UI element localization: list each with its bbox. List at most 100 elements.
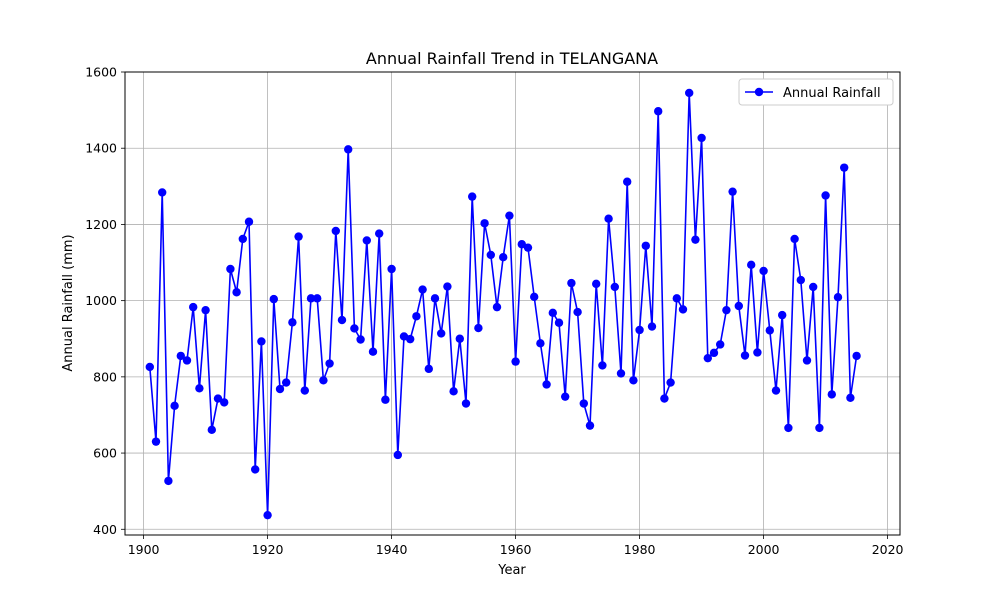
- data-point: [554, 318, 564, 327]
- data-point: [368, 347, 378, 356]
- data-point: [647, 322, 657, 331]
- data-point: [195, 384, 204, 393]
- series-line: [149, 92, 858, 516]
- data-point: [145, 362, 154, 372]
- data-point: [337, 315, 347, 325]
- y-tick-label: 1200: [85, 217, 117, 232]
- data-point: [207, 425, 216, 435]
- data-point: [660, 394, 669, 403]
- data-point: [269, 294, 278, 304]
- data-point: [691, 235, 700, 244]
- data-point: [294, 232, 303, 241]
- y-tick-label: 1600: [85, 65, 117, 80]
- data-point: [790, 234, 799, 244]
- legend: Annual Rainfall: [738, 78, 894, 106]
- data-point: [672, 294, 681, 303]
- data-point: [356, 335, 365, 344]
- data-point: [771, 386, 781, 395]
- data-point: [722, 305, 731, 315]
- data-point: [765, 326, 774, 335]
- x-tick-label: 2020: [872, 542, 904, 557]
- y-tick-label: 1400: [85, 141, 117, 156]
- data-point: [523, 243, 533, 252]
- data-point: [300, 386, 309, 395]
- data-point: [530, 292, 539, 302]
- legend-label: Annual Rainfall: [783, 86, 881, 101]
- data-point: [213, 394, 223, 403]
- data-point: [840, 163, 849, 172]
- data-point: [158, 188, 167, 197]
- legend-box: [738, 78, 894, 106]
- y-axis-label: Annual Rainfall (mm): [61, 234, 76, 371]
- data-point: [151, 437, 161, 446]
- data-point: [387, 264, 396, 274]
- x-tick-label: 1980: [624, 542, 656, 557]
- data-point: [430, 294, 440, 303]
- x-tick-label: 1960: [500, 542, 532, 557]
- data-point: [815, 423, 824, 433]
- plot-frame: [124, 71, 901, 536]
- data-point: [802, 356, 812, 365]
- data-point: [833, 293, 843, 302]
- data-point: [685, 88, 694, 98]
- data-point: [375, 229, 384, 238]
- data-point: [778, 310, 787, 320]
- legend-marker: [754, 87, 764, 97]
- data-point: [716, 340, 725, 349]
- data-point: [461, 399, 471, 408]
- data-point: [623, 177, 632, 186]
- data-point: [635, 325, 644, 335]
- data-point: [282, 378, 291, 387]
- data-point: [740, 351, 750, 360]
- data-point: [641, 241, 650, 250]
- series-annual-rainfall: [145, 88, 861, 520]
- data-point: [747, 260, 756, 270]
- data-point: [263, 510, 272, 520]
- data-point: [319, 376, 328, 385]
- y-tick-label: 1000: [85, 293, 117, 308]
- data-point: [164, 476, 173, 486]
- data-point: [455, 334, 464, 343]
- data-point: [852, 351, 861, 361]
- x-tick-label: 1940: [376, 542, 408, 557]
- data-point: [393, 450, 402, 460]
- data-point: [697, 133, 706, 143]
- data-point: [678, 305, 688, 314]
- y-tick-label: 600: [93, 446, 117, 461]
- data-point: [548, 308, 557, 318]
- x-axis-label: Year: [497, 563, 526, 578]
- data-point: [226, 264, 235, 274]
- data-point: [536, 339, 545, 348]
- data-point: [598, 361, 607, 370]
- data-point: [306, 294, 316, 303]
- data-point: [666, 378, 675, 387]
- data-point: [579, 399, 588, 408]
- y-axis-ticks: 400 600 800 1000 1200 1400 1600: [85, 65, 125, 537]
- x-axis-ticks: 1900 1920 1940 1960 1980 2000 2020: [128, 535, 904, 557]
- data-point: [610, 282, 619, 292]
- data-point: [499, 253, 508, 262]
- data-point: [406, 334, 415, 344]
- data-point: [542, 380, 551, 389]
- data-point: [585, 421, 595, 430]
- x-tick-label: 1900: [128, 542, 160, 557]
- data-point: [505, 211, 514, 220]
- data-point: [176, 351, 185, 361]
- chart-title: Annual Rainfall Trend in TELANGANA: [366, 49, 658, 68]
- data-point: [275, 384, 285, 394]
- data-point: [809, 282, 818, 292]
- data-point: [759, 266, 768, 276]
- data-point: [182, 356, 192, 365]
- x-tick-label: 1920: [252, 542, 284, 557]
- data-point: [288, 318, 297, 327]
- data-point: [592, 279, 601, 289]
- data-point: [313, 294, 322, 303]
- data-point: [821, 191, 830, 200]
- data-point: [381, 395, 390, 404]
- data-point: [474, 323, 483, 333]
- data-point: [728, 187, 737, 196]
- data-point: [784, 423, 793, 433]
- data-point: [486, 250, 495, 260]
- data-point: [424, 364, 433, 374]
